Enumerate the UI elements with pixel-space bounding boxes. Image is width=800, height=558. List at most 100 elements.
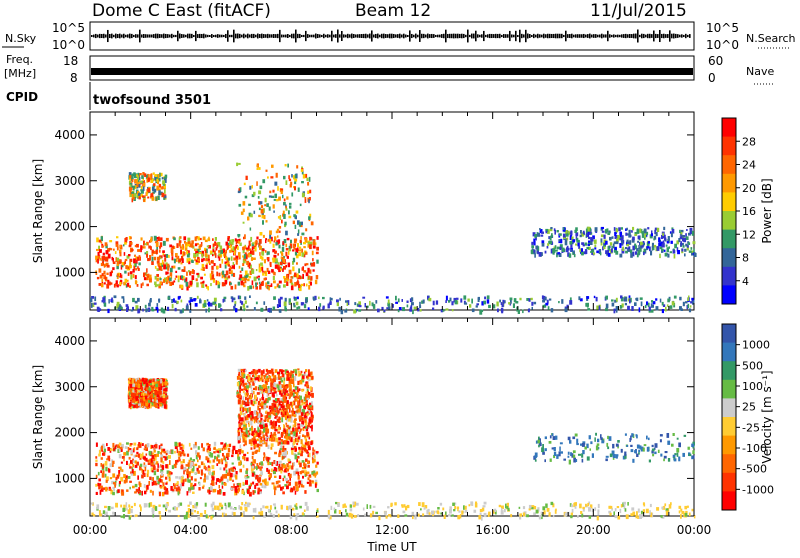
echo-cell xyxy=(614,227,616,231)
echo-cell xyxy=(211,260,213,263)
echo-cell xyxy=(216,478,219,482)
echo-cell xyxy=(402,307,405,311)
echo-cell xyxy=(547,243,549,246)
echo-cell xyxy=(297,426,300,429)
echo-cell xyxy=(313,455,315,459)
echo-cell xyxy=(306,392,308,394)
echo-cell xyxy=(231,455,233,457)
nsky-bar xyxy=(223,35,225,37)
echo-cell xyxy=(614,309,616,314)
echo-cell xyxy=(208,453,210,455)
echo-cell xyxy=(236,471,238,475)
nsky-bar xyxy=(119,34,121,39)
echo-cell xyxy=(205,284,207,286)
echo-cell xyxy=(135,378,137,381)
echo-cell xyxy=(522,310,524,314)
echo-cell xyxy=(148,178,151,182)
echo-cell xyxy=(310,276,312,280)
nsky-bar xyxy=(675,34,677,38)
echo-cell xyxy=(689,309,691,313)
echo-cell xyxy=(192,459,195,462)
echo-cell xyxy=(294,414,296,417)
echo-cell xyxy=(628,249,630,252)
echo-cell xyxy=(119,443,122,446)
echo-cell xyxy=(156,186,159,190)
nsky-bar xyxy=(503,34,505,38)
echo-cell xyxy=(243,222,245,224)
echo-cell xyxy=(277,235,279,237)
nsky-bar xyxy=(155,34,157,39)
echo-cell xyxy=(303,242,306,244)
echo-cell xyxy=(679,230,681,233)
echo-cell xyxy=(182,245,184,250)
echo-cell xyxy=(600,252,602,255)
nsky-bar xyxy=(639,35,641,37)
nsky-bar xyxy=(547,34,549,38)
echo-cell xyxy=(310,237,313,240)
echo-cell xyxy=(316,471,318,474)
echo-cell xyxy=(659,254,661,258)
echo-cell xyxy=(280,470,282,473)
nsky-bar xyxy=(409,30,411,41)
echo-cell xyxy=(316,252,319,255)
echo-cell xyxy=(632,246,634,251)
echo-cell xyxy=(574,230,577,233)
nsky-bar xyxy=(103,34,105,38)
echo-cell xyxy=(214,263,216,266)
echo-cell xyxy=(399,307,402,310)
echo-cell xyxy=(655,298,657,300)
echo-cell xyxy=(585,249,587,254)
echo-cell xyxy=(605,231,607,234)
echo-cell xyxy=(299,485,301,488)
echo-cell xyxy=(290,379,292,384)
echo-cell xyxy=(240,271,242,273)
echo-cell xyxy=(594,245,596,248)
echo-cell xyxy=(222,259,224,264)
nsky-bar xyxy=(345,35,347,38)
echo-cell xyxy=(116,236,118,238)
echo-cell xyxy=(277,372,280,375)
echo-cell xyxy=(260,467,262,471)
echo-cell xyxy=(487,295,490,299)
echo-cell xyxy=(300,236,302,240)
echo-cell xyxy=(161,186,163,189)
echo-cell xyxy=(502,300,504,304)
cpid-value: twofsound 3501 xyxy=(93,93,211,108)
echo-cell xyxy=(629,299,631,304)
echo-cell xyxy=(315,480,317,483)
echo-cell xyxy=(157,284,159,286)
echo-cell xyxy=(158,391,161,395)
echo-cell xyxy=(310,372,312,375)
echo-cell xyxy=(219,485,221,489)
colorbar-tick-label: 4 xyxy=(742,275,749,288)
echo-cell xyxy=(665,307,667,312)
echo-cell xyxy=(262,215,264,219)
nsky-bar xyxy=(169,35,171,38)
echo-cell xyxy=(377,309,380,313)
echo-cell xyxy=(100,470,102,473)
echo-cell xyxy=(202,486,204,488)
echo-cell xyxy=(125,446,128,449)
nsky-bar xyxy=(115,34,117,39)
echo-cell xyxy=(215,304,217,306)
nsky-bar xyxy=(129,34,131,39)
echo-cell xyxy=(518,310,520,314)
nsky-bar xyxy=(109,34,111,38)
nsky-bar xyxy=(147,34,149,37)
echo-cell xyxy=(258,478,261,483)
echo-cell xyxy=(160,457,162,462)
echo-cell xyxy=(692,231,694,236)
echo-cell xyxy=(493,304,495,308)
echo-cell xyxy=(625,247,627,249)
echo-cell xyxy=(247,408,249,413)
echo-cell xyxy=(268,308,271,312)
echo-cell xyxy=(296,486,299,491)
echo-cell xyxy=(322,297,325,299)
nsky-bar xyxy=(319,34,321,37)
echo-cell xyxy=(643,252,645,255)
nsky-bar xyxy=(273,34,275,38)
echo-cell xyxy=(154,236,157,241)
echo-cell xyxy=(242,400,244,405)
echo-cell xyxy=(133,443,136,446)
echo-cell xyxy=(172,256,174,260)
